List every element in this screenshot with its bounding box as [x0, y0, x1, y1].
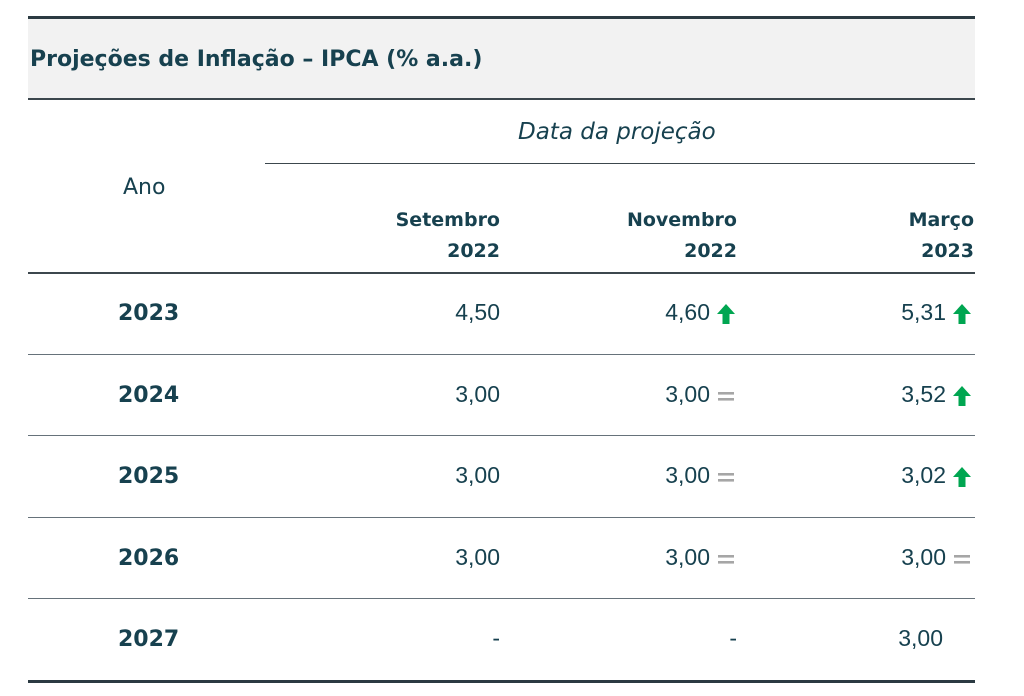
row-year: 2023	[118, 301, 180, 326]
arrow-up-icon	[953, 304, 971, 324]
table-cell: 4,50	[350, 299, 500, 329]
table-cell: 3,02	[796, 462, 946, 492]
row-year: 2026	[118, 545, 180, 571]
cell-value: 3,00	[455, 462, 500, 488]
bottom-rule	[28, 680, 975, 683]
column-header-month: Novembro	[626, 209, 737, 231]
row-year: 2025	[118, 464, 180, 489]
cell-value: 3,00	[898, 625, 943, 651]
row-divider	[28, 598, 975, 599]
row-divider	[28, 516, 975, 518]
cell-value: 3,02	[901, 462, 946, 488]
table-cell: 3,00	[560, 462, 710, 492]
cell-value: 3,00	[455, 380, 500, 407]
column-header-year: 2022	[684, 240, 737, 262]
cell-value: 3,00	[665, 462, 710, 488]
equal-sign-icon	[718, 554, 734, 564]
row-year: 2027	[118, 627, 180, 652]
column-header-month: Setembro	[395, 209, 500, 231]
table-cell: 3,00	[350, 544, 500, 574]
cell-value: -	[492, 625, 500, 651]
table-cell: 3,00	[793, 625, 943, 655]
table-cell: -	[587, 625, 737, 655]
table-cell: 3,00	[350, 381, 500, 411]
table-cell: -	[350, 625, 500, 655]
cell-value: 5,31	[901, 299, 946, 325]
column-header-year: 2022	[447, 240, 500, 262]
table-cell: 3,00	[350, 462, 500, 492]
column-group-divider	[265, 163, 975, 164]
cell-value: 3,00	[901, 543, 946, 570]
column-group-label: Data da projeção	[518, 119, 716, 145]
cell-value: 4,50	[455, 299, 500, 325]
cell-value: 3,52	[901, 380, 946, 407]
column-header-setembro-2022: Setembro 2022	[396, 205, 500, 267]
row-year: 2024	[118, 382, 180, 408]
table-title: Projeções de Inflação – IPCA (% a.a.)	[30, 47, 483, 72]
table-cell: 3,52	[796, 381, 946, 411]
top-rule	[28, 16, 975, 19]
cell-value: 3,00	[665, 543, 710, 570]
equal-sign-icon	[718, 473, 734, 482]
title-band: Projeções de Inflação – IPCA (% a.a.)	[28, 19, 975, 99]
column-header-novembro-2022: Novembro 2022	[627, 205, 737, 267]
arrow-up-icon	[953, 385, 971, 406]
table-cell: 3,00	[796, 544, 946, 574]
title-divider	[28, 98, 975, 100]
equal-sign-icon	[954, 554, 970, 564]
arrow-up-icon	[953, 467, 971, 487]
inflation-projection-table: Projeções de Inflação – IPCA (% a.a.) Da…	[28, 16, 975, 684]
table-cell: 3,00	[560, 544, 710, 574]
column-header-year: 2023	[921, 240, 974, 262]
equal-sign-icon	[718, 391, 734, 401]
cell-value: 3,00	[665, 380, 710, 407]
cell-value: -	[729, 625, 737, 651]
cell-value: 4,60	[665, 299, 710, 325]
column-header-month: Março	[908, 209, 974, 231]
table-cell: 4,60	[560, 299, 710, 329]
row-header-label: Ano	[123, 175, 166, 200]
arrow-up-icon	[717, 304, 735, 324]
column-header-marco-2023: Março 2023	[909, 205, 974, 267]
row-divider	[28, 353, 975, 355]
table-cell: 3,00	[560, 381, 710, 411]
cell-value: 3,00	[455, 543, 500, 570]
row-divider	[28, 435, 975, 436]
header-divider	[28, 272, 975, 274]
table-cell: 5,31	[796, 299, 946, 329]
